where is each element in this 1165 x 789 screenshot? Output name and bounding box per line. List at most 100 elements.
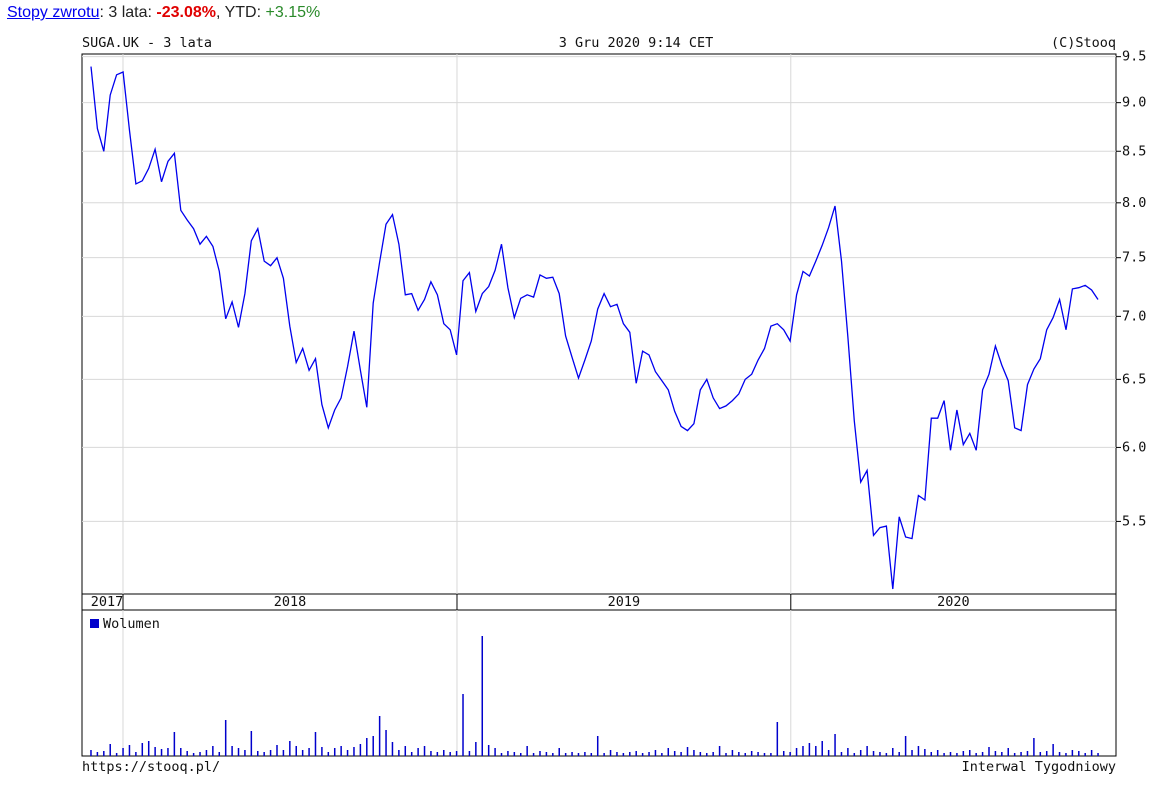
y-tick-label: 8.0 [1122,195,1146,211]
volume-bar [1078,751,1080,756]
volume-bar [301,750,304,756]
volume-panel [81,609,1117,757]
x-tick-label: 2018 [274,594,307,610]
volume-bar [1039,752,1042,756]
volume-bar [257,751,259,756]
legend-swatch [90,619,99,628]
volume-bar [462,694,464,756]
footer-url: https://stooq.pl/ [82,759,220,775]
volume-bar [596,736,599,756]
volume-bar [789,752,791,756]
volume-bar [333,748,336,756]
returns-link[interactable]: Stopy zwrotu [7,4,100,21]
volume-bar [192,753,195,756]
volume-bar [1058,752,1061,756]
volume-bar [378,716,381,756]
volume-bar [1033,738,1035,756]
volume-bar [96,752,99,756]
price-line [90,66,1099,590]
volume-bar [1001,752,1003,756]
volume-bar [866,746,868,756]
volume-bar [603,753,605,756]
y-tick-label: 9.0 [1122,95,1146,111]
volume-bar [224,720,227,756]
volume-bar [943,753,945,756]
volume-bar [160,749,163,756]
x-tick-label: 2019 [608,594,641,610]
volume-bar [436,752,439,756]
volume-bar [776,722,779,756]
chart-title: SUGA.UK - 3 lata [82,35,212,51]
volume-bar [590,753,593,756]
volume-bar [314,732,317,756]
volume-bar [782,751,785,756]
volume-bar [699,752,702,756]
volume-bar [827,750,830,756]
volume-bar [417,748,419,756]
volume-bar [648,752,650,756]
volume-bar [1071,750,1074,756]
volume-bar [635,751,637,756]
volume-bar [455,751,458,756]
volume-bar [481,636,484,756]
volume-bar [898,752,900,756]
volume-bar [468,751,471,756]
volume-bar [1045,751,1048,756]
volume-bar [443,750,445,756]
volume-bar [622,753,625,756]
volume-bar [802,746,804,756]
volume-bar [949,752,952,756]
y-tick-label: 6.0 [1122,439,1146,455]
volume-bar [475,742,477,756]
volume-bar [449,752,451,756]
volume-bar [641,753,644,756]
volume-bar [154,747,156,756]
volume-bar [924,749,926,756]
volume-bar [141,743,144,756]
volume-bar [904,736,907,756]
volume-bar [571,752,573,756]
volume-bar [975,753,977,756]
volume-bar [308,748,310,756]
volume-bar [808,743,811,756]
chart-date: 3 Gru 2020 9:14 CET [559,35,713,51]
volume-bar [981,752,984,756]
volume-bar [122,748,124,756]
volume-bar [410,752,413,756]
volume-bar [853,753,856,756]
volume-bar [815,746,817,756]
volume-bar [763,753,766,756]
volume-bar [859,750,862,756]
y-tick-label: 6.5 [1122,371,1146,387]
volume-bar [321,747,323,756]
volume-bar [295,746,297,756]
volume-bar [661,753,663,756]
volume-bar [430,751,432,756]
x-tick-label: 2017 [91,594,124,610]
volume-bar [936,750,939,756]
volume-bar [359,744,362,756]
volume-bar [1026,751,1029,756]
volume-bar [1020,752,1022,756]
volume-bar [706,753,708,756]
volume-bar [1097,753,1099,756]
volume-bar [969,750,971,756]
volume-bar [231,746,233,756]
volume-bar [795,748,798,756]
volume-bar [667,748,670,756]
volume-bar [167,748,169,756]
volume-bar [173,732,176,756]
volume-bar [725,753,727,756]
volume-bar [180,748,182,756]
y-tick-label: 5.5 [1122,513,1146,529]
volume-bar [90,750,92,756]
volume-bar [718,746,721,756]
volume-bar [834,734,836,756]
volume-bar [757,752,759,756]
volume-bar [1052,744,1054,756]
volume-bar [237,748,240,756]
volume-bar [186,751,188,756]
period-return: -23.08% [156,4,216,21]
volume-bar [346,750,349,756]
